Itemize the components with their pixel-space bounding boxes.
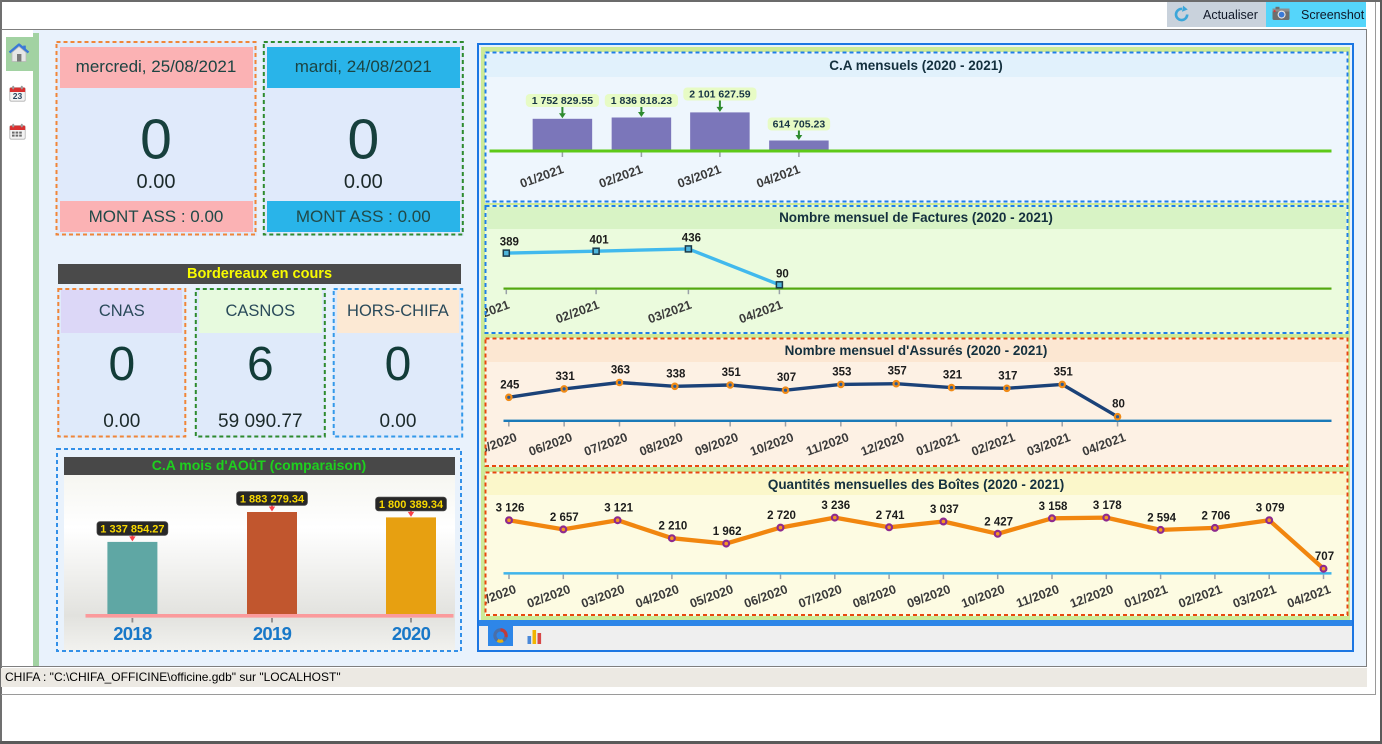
svg-text:2 657: 2 657: [549, 511, 578, 523]
svg-text:331: 331: [555, 370, 575, 382]
svg-text:2 210: 2 210: [658, 520, 687, 532]
svg-text:08/2020: 08/2020: [850, 582, 897, 611]
svg-text:01/2021: 01/2021: [914, 430, 961, 459]
svg-text:06/2020: 06/2020: [526, 430, 573, 459]
svg-text:03/2021: 03/2021: [1024, 430, 1071, 459]
svg-text:1 337 854.27: 1 337 854.27: [100, 523, 164, 535]
svg-text:10/2020: 10/2020: [748, 430, 795, 459]
svg-text:04/2021: 04/2021: [1285, 582, 1332, 611]
svg-text:3 079: 3 079: [1255, 502, 1284, 514]
svg-text:07/2020: 07/2020: [796, 582, 843, 611]
svg-text:2 427: 2 427: [984, 516, 1013, 528]
svg-text:23: 23: [12, 91, 22, 101]
svg-text:1 962: 1 962: [712, 526, 741, 538]
svg-text:04/2021: 04/2021: [1080, 430, 1127, 459]
svg-text:1 883 279.34: 1 883 279.34: [240, 493, 305, 505]
svg-text:04/2021: 04/2021: [737, 298, 784, 327]
svg-text:3 236: 3 236: [821, 500, 850, 512]
svg-text:04/2021: 04/2021: [754, 162, 801, 191]
svg-text:05/2020: 05/2020: [687, 582, 734, 611]
svg-text:401: 401: [589, 235, 609, 247]
svg-text:90: 90: [776, 268, 789, 280]
svg-text:1 836 818.23: 1 836 818.23: [610, 95, 671, 107]
svg-text:03/2020: 03/2020: [579, 582, 626, 611]
svg-text:07/2020: 07/2020: [582, 430, 629, 459]
svg-text:353: 353: [832, 366, 851, 378]
svg-text:363: 363: [610, 364, 629, 376]
svg-text:02/2021: 02/2021: [1176, 582, 1223, 611]
svg-text:2 720: 2 720: [767, 510, 796, 522]
svg-text:3 158: 3 158: [1038, 500, 1067, 512]
svg-text:3 126: 3 126: [495, 502, 524, 514]
svg-text:03/2021: 03/2021: [1230, 582, 1277, 611]
svg-text:11/2020: 11/2020: [1014, 582, 1061, 610]
svg-text:321: 321: [942, 369, 962, 381]
svg-text:02/2021: 02/2021: [553, 298, 600, 327]
svg-text:03/2021: 03/2021: [675, 162, 722, 191]
svg-text:09/2020: 09/2020: [692, 430, 739, 459]
svg-text:02/2020: 02/2020: [525, 582, 572, 611]
svg-text:2 741: 2 741: [875, 509, 904, 521]
svg-text:80: 80: [1112, 398, 1125, 410]
svg-text:2020: 2020: [392, 623, 431, 644]
svg-text:02/2021: 02/2021: [597, 162, 644, 191]
svg-text:3 037: 3 037: [930, 504, 959, 516]
svg-text:2 101 627.59: 2 101 627.59: [689, 88, 750, 100]
svg-text:03/2021: 03/2021: [646, 298, 693, 327]
svg-text:307: 307: [776, 372, 795, 384]
svg-text:2018: 2018: [113, 623, 152, 644]
svg-text:12/2020: 12/2020: [1068, 582, 1115, 611]
svg-text:245: 245: [500, 379, 520, 391]
svg-text:614 705.23: 614 705.23: [772, 118, 825, 130]
svg-text:357: 357: [887, 365, 906, 377]
svg-text:317: 317: [998, 370, 1017, 382]
svg-text:09/2020: 09/2020: [905, 582, 952, 611]
svg-text:11/2020: 11/2020: [804, 430, 851, 458]
svg-text:389: 389: [499, 237, 518, 249]
svg-text:04/2020: 04/2020: [633, 582, 680, 611]
svg-text:351: 351: [721, 367, 741, 379]
svg-text:08/2020: 08/2020: [637, 430, 684, 459]
svg-text:12/2020: 12/2020: [858, 430, 905, 459]
svg-text:3 178: 3 178: [1092, 500, 1121, 512]
svg-text:436: 436: [681, 232, 700, 244]
svg-text:338: 338: [666, 368, 686, 380]
svg-text:01/2021: 01/2021: [1122, 582, 1169, 611]
svg-text:06/2020: 06/2020: [742, 582, 789, 611]
svg-text:2 706: 2 706: [1201, 510, 1230, 522]
svg-text:1 752 829.55: 1 752 829.55: [531, 95, 592, 107]
svg-text:02/2021: 02/2021: [969, 430, 1016, 459]
svg-text:10/2020: 10/2020: [959, 582, 1006, 611]
svg-text:05/2020: 05/2020: [485, 430, 519, 459]
svg-text:2 594: 2 594: [1147, 512, 1176, 524]
svg-text:2019: 2019: [253, 623, 292, 644]
svg-text:351: 351: [1053, 366, 1073, 378]
svg-text:707: 707: [1314, 551, 1333, 563]
svg-text:01/2021: 01/2021: [518, 162, 565, 191]
svg-text:3 121: 3 121: [604, 502, 633, 514]
svg-text:01/2021: 01/2021: [485, 298, 511, 327]
svg-text:1 800 389.34: 1 800 389.34: [379, 499, 444, 511]
svg-text:01/2020: 01/2020: [485, 582, 518, 611]
